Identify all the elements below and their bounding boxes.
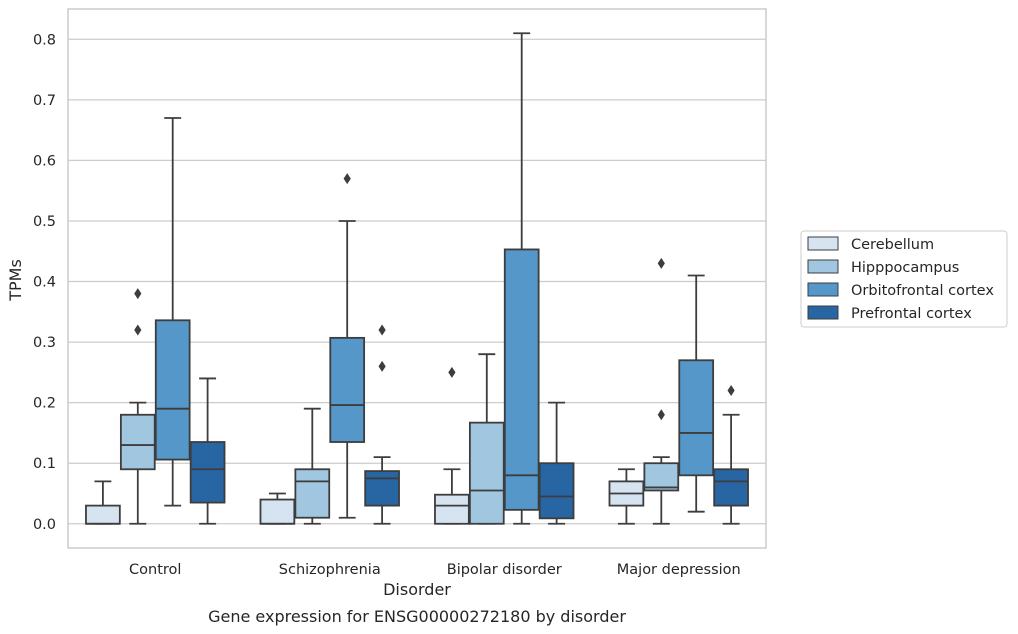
box-group — [364, 324, 400, 525]
box-group — [608, 468, 645, 525]
box — [189, 441, 226, 504]
box-group — [154, 117, 191, 507]
y-tick-label: 0.1 — [33, 456, 56, 472]
box — [364, 470, 400, 507]
y-tick-label: 0.4 — [33, 275, 56, 291]
box-group — [713, 385, 749, 525]
legend-swatch — [807, 305, 839, 320]
box-group — [259, 492, 296, 525]
box-group — [503, 32, 540, 525]
outlier-point — [343, 173, 351, 185]
y-tick-label: 0.5 — [33, 214, 56, 230]
x-tick-label: Major depression — [617, 562, 741, 578]
box — [119, 413, 156, 471]
y-tick-label: 0.8 — [33, 32, 56, 48]
box — [259, 498, 296, 525]
box — [294, 468, 331, 519]
box — [643, 462, 680, 492]
outlier-point — [448, 366, 456, 378]
chart-caption: Gene expression for ENSG00000272180 by d… — [208, 607, 626, 626]
box — [713, 468, 749, 507]
box — [434, 493, 470, 525]
outlier-point — [134, 324, 142, 336]
legend-label: Cerebellum — [851, 237, 934, 253]
box-group — [119, 288, 156, 525]
x-tick-label: Control — [129, 562, 181, 578]
box-group — [85, 480, 121, 525]
legend: Cerebellum Hipppocampus Orbitofrontal cort… — [800, 230, 1008, 328]
outlier-point — [378, 324, 386, 336]
y-tick-label: 0.3 — [33, 335, 56, 351]
box-group — [329, 173, 366, 519]
box — [538, 462, 575, 520]
y-tick-label: 0.6 — [33, 153, 56, 169]
outlier-point — [378, 360, 386, 372]
legend-swatch — [807, 236, 839, 251]
box-group — [434, 366, 470, 525]
boxes — [85, 32, 749, 525]
x-axis-label: Disorder — [383, 580, 451, 599]
box-group — [643, 257, 680, 525]
outlier-point — [657, 409, 665, 421]
x-tick-label: Bipolar disorder — [447, 562, 562, 578]
y-tick-labels: 0.0 0.1 0.2 0.3 0.4 0.5 0.6 0.7 0.8 — [33, 32, 56, 532]
x-tick-label: Schizophrenia — [279, 562, 381, 578]
legend-frame — [800, 230, 1008, 328]
legend-label: Prefrontal cortex — [851, 306, 972, 322]
box — [329, 336, 366, 443]
outlier-point — [727, 385, 735, 397]
legend-label: Hipppocampus — [851, 260, 959, 276]
legend-swatch — [807, 282, 839, 297]
y-tick-label: 0.2 — [33, 396, 56, 412]
box-group — [678, 274, 715, 513]
legend-swatch — [807, 259, 839, 274]
box — [154, 319, 191, 461]
y-axis-label: TPMs — [6, 259, 25, 302]
box — [503, 248, 540, 511]
box — [468, 421, 505, 525]
y-tick-label: 0.0 — [33, 517, 56, 533]
outlier-point — [657, 257, 665, 269]
box-group — [294, 407, 331, 525]
box — [678, 359, 715, 477]
box-group — [189, 377, 226, 525]
box-group — [468, 353, 505, 525]
legend-label: Orbitofrontal cortex — [851, 283, 994, 299]
box-group — [538, 401, 575, 525]
x-tick-labels: Control Schizophrenia Bipolar disorder Majo… — [129, 562, 741, 578]
outlier-point — [134, 288, 142, 300]
box — [85, 504, 121, 525]
y-tick-label: 0.7 — [33, 93, 56, 109]
plot-frame — [67, 8, 767, 549]
